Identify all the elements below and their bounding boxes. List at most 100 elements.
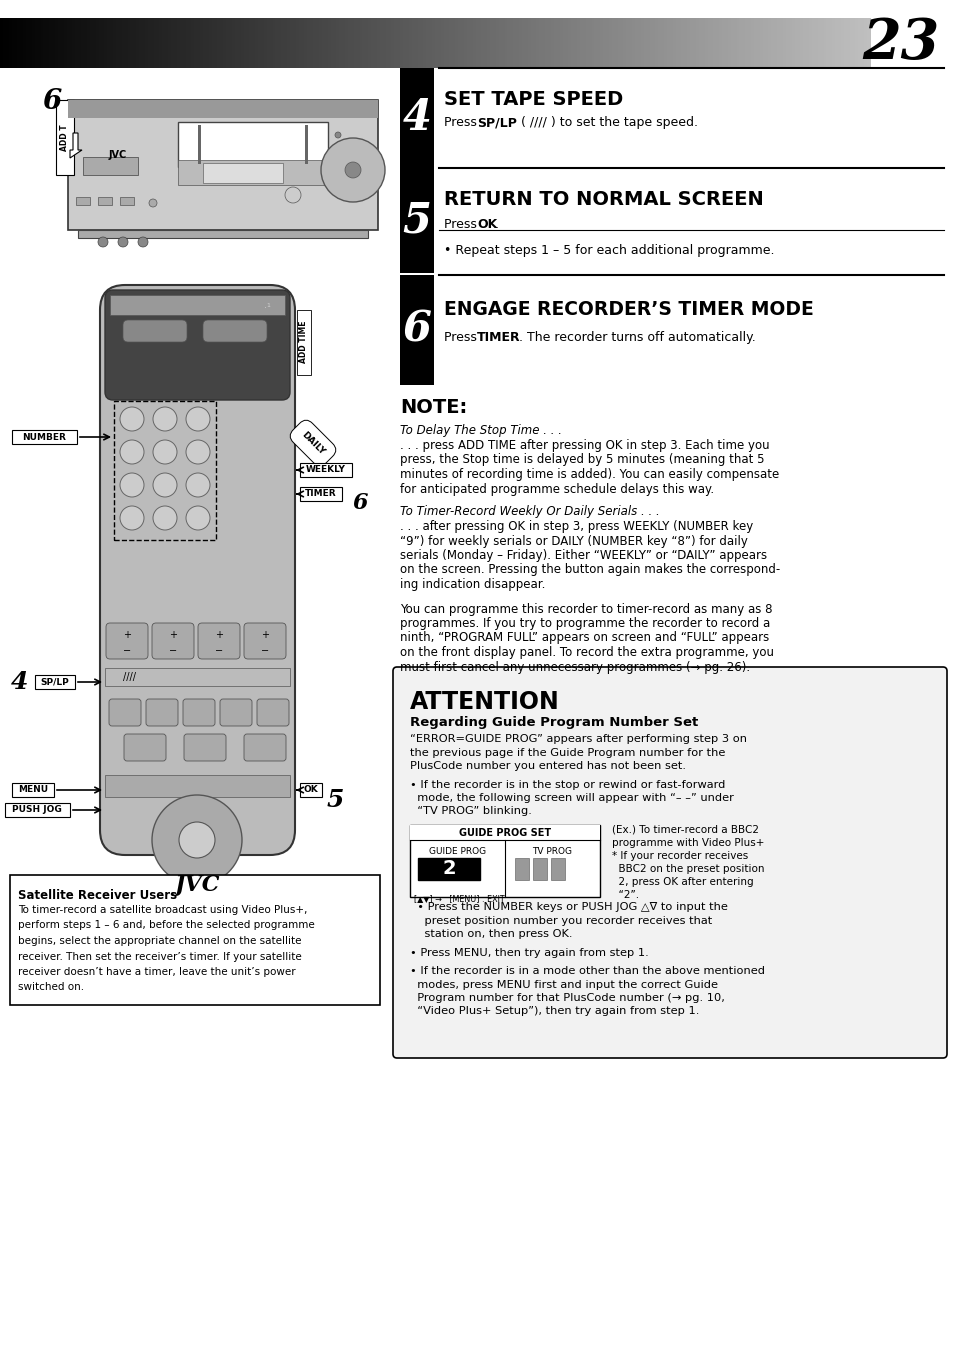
Bar <box>116 18 120 67</box>
Bar <box>849 18 853 67</box>
Bar <box>472 18 476 67</box>
Text: To Delay The Stop Time . . .: To Delay The Stop Time . . . <box>399 424 561 437</box>
Bar <box>476 18 479 67</box>
Bar <box>825 18 829 67</box>
Bar <box>620 18 624 67</box>
Bar <box>371 18 375 67</box>
Bar <box>90 18 93 67</box>
Bar <box>304 18 308 67</box>
Text: 6: 6 <box>402 309 431 351</box>
Bar <box>365 18 369 67</box>
Bar <box>203 18 207 67</box>
Bar <box>693 18 697 67</box>
Bar <box>788 18 792 67</box>
Bar <box>44 18 48 67</box>
Bar <box>658 18 661 67</box>
Bar <box>105 668 290 687</box>
FancyBboxPatch shape <box>244 734 286 761</box>
Bar <box>866 18 870 67</box>
Bar <box>0 18 4 67</box>
Bar <box>81 18 85 67</box>
Bar <box>538 18 542 67</box>
Bar <box>412 18 416 67</box>
Bar <box>142 18 146 67</box>
Bar <box>76 197 90 205</box>
Text: * If your recorder receives: * If your recorder receives <box>612 851 747 861</box>
Bar <box>214 18 218 67</box>
Bar <box>296 310 311 375</box>
Text: To timer-record a satellite broadcast using Video Plus+,: To timer-record a satellite broadcast us… <box>18 905 307 915</box>
Bar <box>104 18 109 67</box>
Circle shape <box>285 188 301 202</box>
Circle shape <box>138 237 148 247</box>
Bar <box>324 18 329 67</box>
Bar <box>597 18 600 67</box>
Bar <box>527 18 531 67</box>
Bar <box>449 18 453 67</box>
Bar <box>446 18 450 67</box>
Text: • If the recorder is in the stop or rewind or fast-forward: • If the recorder is in the stop or rewi… <box>410 780 724 789</box>
Text: (Ex.) To timer-record a BBC2: (Ex.) To timer-record a BBC2 <box>612 826 759 835</box>
FancyBboxPatch shape <box>198 623 240 660</box>
Bar <box>20 18 24 67</box>
Bar <box>307 18 311 67</box>
Bar <box>148 18 152 67</box>
Bar <box>198 125 201 165</box>
Text: the previous page if the Guide Program number for the: the previous page if the Guide Program n… <box>410 747 724 758</box>
Bar <box>270 18 274 67</box>
Bar <box>376 18 380 67</box>
Bar <box>226 18 230 67</box>
Bar <box>429 18 433 67</box>
Circle shape <box>186 473 210 496</box>
Bar <box>623 18 627 67</box>
Bar <box>47 18 51 67</box>
Bar <box>675 18 679 67</box>
Bar <box>649 18 653 67</box>
Text: • Press the NUMBER keys or PUSH JOG △∇ to input the: • Press the NUMBER keys or PUSH JOG △∇ t… <box>410 902 727 912</box>
Bar <box>391 18 395 67</box>
Bar <box>660 18 664 67</box>
Bar <box>704 18 708 67</box>
Bar <box>55 18 59 67</box>
Text: 6: 6 <box>352 492 367 514</box>
Bar <box>861 18 864 67</box>
Bar <box>536 18 539 67</box>
Bar <box>243 18 247 67</box>
Circle shape <box>149 200 157 206</box>
Bar <box>61 18 65 67</box>
FancyBboxPatch shape <box>220 699 252 726</box>
Circle shape <box>118 237 128 247</box>
Bar <box>591 18 595 67</box>
Bar <box>808 18 812 67</box>
Text: ////: //// <box>123 672 136 683</box>
Bar <box>440 18 444 67</box>
Text: +: + <box>261 630 269 639</box>
Circle shape <box>152 440 177 464</box>
Bar <box>120 197 133 205</box>
Bar <box>415 18 418 67</box>
Bar <box>455 18 458 67</box>
Text: MENU: MENU <box>18 785 48 795</box>
Bar <box>544 18 549 67</box>
Bar <box>267 18 271 67</box>
Bar <box>255 18 259 67</box>
Bar <box>614 18 618 67</box>
Bar <box>686 18 691 67</box>
Bar <box>594 18 598 67</box>
Bar <box>632 18 636 67</box>
Bar <box>362 18 366 67</box>
Text: .: . <box>495 219 498 231</box>
Bar <box>67 18 71 67</box>
Bar <box>50 18 53 67</box>
Text: TIMER: TIMER <box>305 490 336 499</box>
Bar <box>777 18 781 67</box>
FancyBboxPatch shape <box>105 290 290 401</box>
FancyBboxPatch shape <box>124 734 166 761</box>
Bar <box>599 18 603 67</box>
Bar <box>554 18 558 67</box>
Bar <box>399 275 434 384</box>
Bar <box>374 18 377 67</box>
Bar <box>765 18 769 67</box>
Bar <box>382 18 386 67</box>
Bar <box>831 18 836 67</box>
